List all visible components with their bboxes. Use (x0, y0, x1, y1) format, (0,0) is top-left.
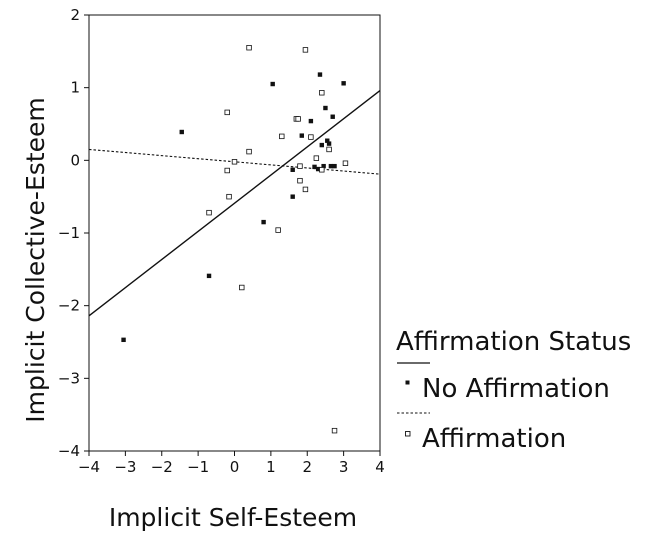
point-no-affirmation (323, 105, 328, 111)
point-no-affirmation (179, 129, 184, 135)
point-no-affirmation (332, 163, 337, 169)
point-affirmation (279, 133, 285, 140)
x-tick-label: 3 (339, 458, 349, 476)
plot-area (88, 14, 381, 452)
legend: Affirmation Status No Affirmation Affirm… (396, 327, 631, 454)
y-tick-label: −1 (58, 224, 80, 242)
point-no-affirmation (321, 163, 326, 169)
x-tick-label: −3 (114, 458, 136, 476)
x-axis-title: Implicit Self-Esteem (109, 503, 357, 532)
x-tick-label: −4 (78, 458, 100, 476)
y-tick-label: 0 (70, 151, 80, 169)
point-no-affirmation (308, 118, 314, 124)
point-no-affirmation (312, 164, 317, 170)
point-affirmation (206, 209, 212, 216)
point-affirmation (226, 193, 232, 200)
x-tick-label: 0 (230, 458, 240, 476)
point-affirmation (295, 116, 301, 122)
point-no-affirmation (326, 141, 332, 146)
point-affirmation (231, 159, 238, 165)
point-affirmation (331, 427, 338, 434)
point-affirmation (246, 148, 252, 155)
y-tick-label: 2 (70, 6, 80, 24)
y-tick-label: −3 (58, 369, 80, 387)
point-no-affirmation (317, 72, 323, 77)
point-affirmation (308, 134, 314, 140)
y-tick-label: −2 (58, 297, 80, 315)
x-axis-ticks: −4 −3 −2 −1 0 1 2 3 4 (78, 451, 385, 476)
point-affirmation (319, 90, 325, 96)
y-tick-label: −4 (58, 442, 80, 460)
point-affirmation (313, 155, 320, 161)
point-no-affirmation (325, 138, 330, 143)
point-affirmation (302, 186, 309, 193)
legend-title: Affirmation Status (396, 327, 631, 357)
plot-frame (88, 14, 381, 452)
point-affirmation (326, 146, 332, 153)
point-affirmation (342, 160, 349, 166)
x-tick-label: 1 (266, 458, 276, 476)
point-affirmation (297, 177, 303, 184)
point-no-affirmation (299, 133, 304, 138)
x-tick-label: −1 (187, 458, 209, 476)
point-no-affirmation (261, 219, 266, 225)
point-affirmation (246, 45, 252, 51)
x-tick-label: 2 (302, 458, 312, 476)
fit-line-no-affirmation (88, 90, 381, 317)
x-tick-label: −2 (151, 458, 173, 476)
y-axis-title: Implicit Collective-Esteem (21, 97, 50, 422)
legend-marker-no-affirmation (405, 380, 410, 385)
point-affirmation (224, 109, 230, 116)
point-affirmation (239, 284, 245, 291)
point-no-affirmation (270, 81, 275, 87)
x-tick-label: 4 (375, 458, 385, 476)
y-axis-ticks: −4 −3 −2 −1 0 1 2 (58, 6, 89, 460)
legend-label-no-affirmation: No Affirmation (422, 374, 610, 404)
point-affirmation (302, 47, 309, 53)
legend-label-affirmation: Affirmation (422, 424, 566, 454)
point-no-affirmation (319, 142, 324, 148)
y-tick-label: 1 (70, 79, 80, 97)
point-affirmation (297, 163, 303, 169)
point-no-affirmation (330, 114, 335, 119)
point-no-affirmation (121, 337, 126, 343)
point-no-affirmation (341, 81, 346, 86)
point-no-affirmation (290, 167, 295, 172)
point-no-affirmation (206, 273, 212, 279)
legend-marker-affirmation (405, 431, 411, 437)
point-affirmation (319, 167, 325, 173)
point-affirmation (275, 227, 281, 233)
point-no-affirmation (328, 163, 334, 169)
point-affirmation (224, 167, 230, 174)
point-no-affirmation (290, 194, 295, 199)
data-marks (88, 45, 381, 434)
